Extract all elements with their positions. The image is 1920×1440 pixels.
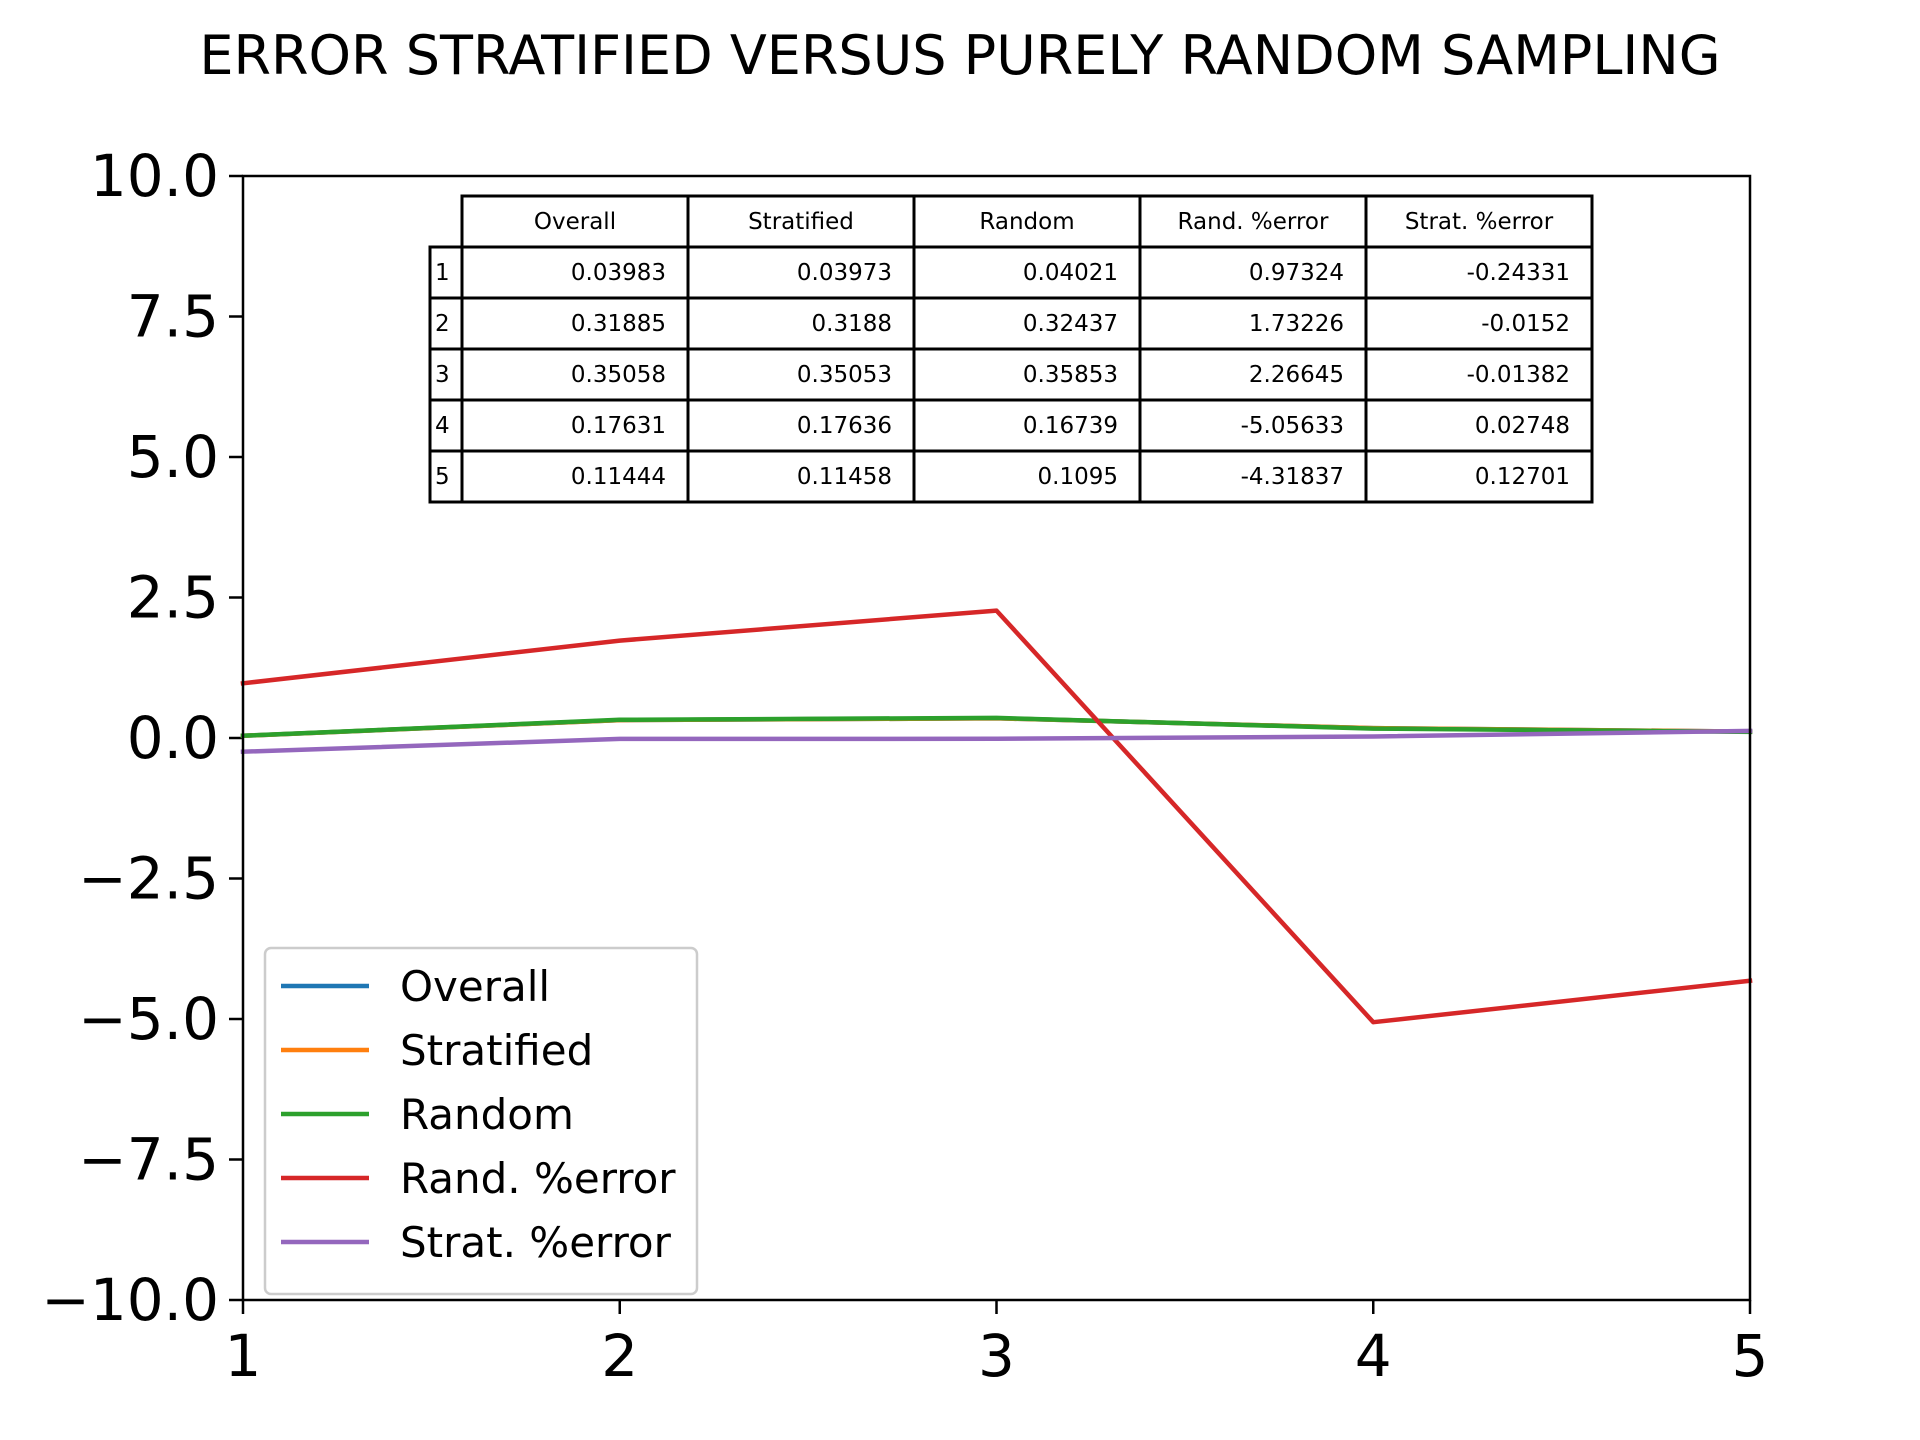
table-cell — [1138, 347, 1368, 402]
legend-box — [263, 946, 699, 1296]
table-cell-value: -0.24331 — [1467, 260, 1570, 286]
table-cell — [460, 449, 690, 504]
table-header-label: Stratified — [748, 209, 854, 235]
x-tick-label: 4 — [1355, 1322, 1392, 1390]
y-tick-label: 5.0 — [127, 423, 219, 491]
table-cell — [1364, 347, 1594, 402]
table-cell — [460, 296, 690, 351]
table-cell — [686, 398, 916, 453]
series-line-3 — [240, 715, 1753, 739]
table-cell-value: 0.35853 — [1023, 362, 1118, 388]
table-row-label: 2 — [435, 311, 450, 337]
table-cell — [686, 449, 916, 504]
table-cell — [1364, 398, 1594, 453]
y-tick-label: 10.0 — [90, 142, 219, 210]
table-cell — [1138, 449, 1368, 504]
table-cell-value: 0.11444 — [571, 464, 666, 490]
table-cell-value: 0.35058 — [571, 362, 666, 388]
x-tick-label: 5 — [1732, 1322, 1769, 1390]
y-tick-label: −10.0 — [41, 1266, 219, 1334]
table-cell — [460, 347, 690, 402]
legend-label: Overall — [400, 962, 550, 1011]
legend-label: Rand. %error — [400, 1154, 676, 1203]
y-tick-label: 2.5 — [127, 564, 219, 632]
table-row-label: 4 — [435, 413, 450, 439]
table-cell — [1138, 245, 1368, 300]
table-header-cell — [912, 194, 1142, 249]
table-cell — [912, 398, 1142, 453]
legend-label: Stratified — [400, 1026, 593, 1075]
table-cell — [1364, 296, 1594, 351]
y-tick-label: 7.5 — [127, 283, 219, 351]
table-cell-value: 0.35053 — [797, 362, 892, 388]
table-header-label: Random — [979, 209, 1074, 235]
table-cell-value: 0.04021 — [1023, 260, 1118, 286]
table-cell-value: 0.17636 — [797, 413, 892, 439]
table-row-label-cell — [428, 347, 464, 402]
table-row-label: 1 — [435, 260, 450, 286]
legend-label: Random — [400, 1090, 574, 1139]
table-cell-value: 0.11458 — [797, 464, 892, 490]
y-tick-label: −2.5 — [78, 845, 219, 913]
y-tick-label: −7.5 — [78, 1126, 219, 1194]
table-header-label: Overall — [534, 209, 616, 235]
table-cell-value: 0.16739 — [1023, 413, 1118, 439]
table-cell — [1364, 245, 1594, 300]
table-cell — [686, 347, 916, 402]
table-cell-value: 2.26645 — [1249, 362, 1344, 388]
table-cell-value: 0.17631 — [571, 413, 666, 439]
table-header-label: Rand. %error — [1178, 209, 1329, 235]
series-line-5 — [240, 728, 1753, 755]
table-cell-value: -0.0152 — [1481, 311, 1570, 337]
table-cell-value: 0.32437 — [1023, 311, 1118, 337]
table-cell-value: -5.05633 — [1241, 413, 1344, 439]
x-tick-label: 2 — [601, 1322, 638, 1390]
table-cell-value: 0.12701 — [1475, 464, 1570, 490]
chart-title: ERROR STRATIFIED VERSUS PURELY RANDOM SA… — [199, 24, 1720, 87]
x-tick-label: 1 — [225, 1322, 262, 1390]
legend-label: Strat. %error — [400, 1218, 672, 1267]
table-cell-value: -4.31837 — [1241, 464, 1344, 490]
table-cell-value: 0.1095 — [1038, 464, 1118, 490]
table-row-label: 3 — [435, 362, 450, 388]
plot-frame — [241, 174, 1752, 1302]
table-cell — [1364, 449, 1594, 504]
table-header-label: Strat. %error — [1405, 209, 1554, 235]
table-cell-value: 0.03973 — [797, 260, 892, 286]
table-header-cell — [686, 194, 916, 249]
table-cell-value: -0.01382 — [1467, 362, 1570, 388]
table-cell — [1138, 296, 1368, 351]
table-cell-value: 0.02748 — [1475, 413, 1570, 439]
table-cell-value: 0.03983 — [571, 260, 666, 286]
y-tick-label: −5.0 — [78, 985, 219, 1053]
table-cell-value: 0.3188 — [812, 311, 892, 337]
series-line-4 — [240, 608, 1753, 1025]
table-cell-value: 0.97324 — [1249, 260, 1344, 286]
y-tick-label: 0.0 — [127, 704, 219, 772]
x-tick-label: 3 — [978, 1322, 1015, 1390]
table-cell-value: 0.31885 — [571, 311, 666, 337]
table-cell-value: 1.73226 — [1249, 311, 1344, 337]
table-row-label: 5 — [435, 464, 450, 490]
